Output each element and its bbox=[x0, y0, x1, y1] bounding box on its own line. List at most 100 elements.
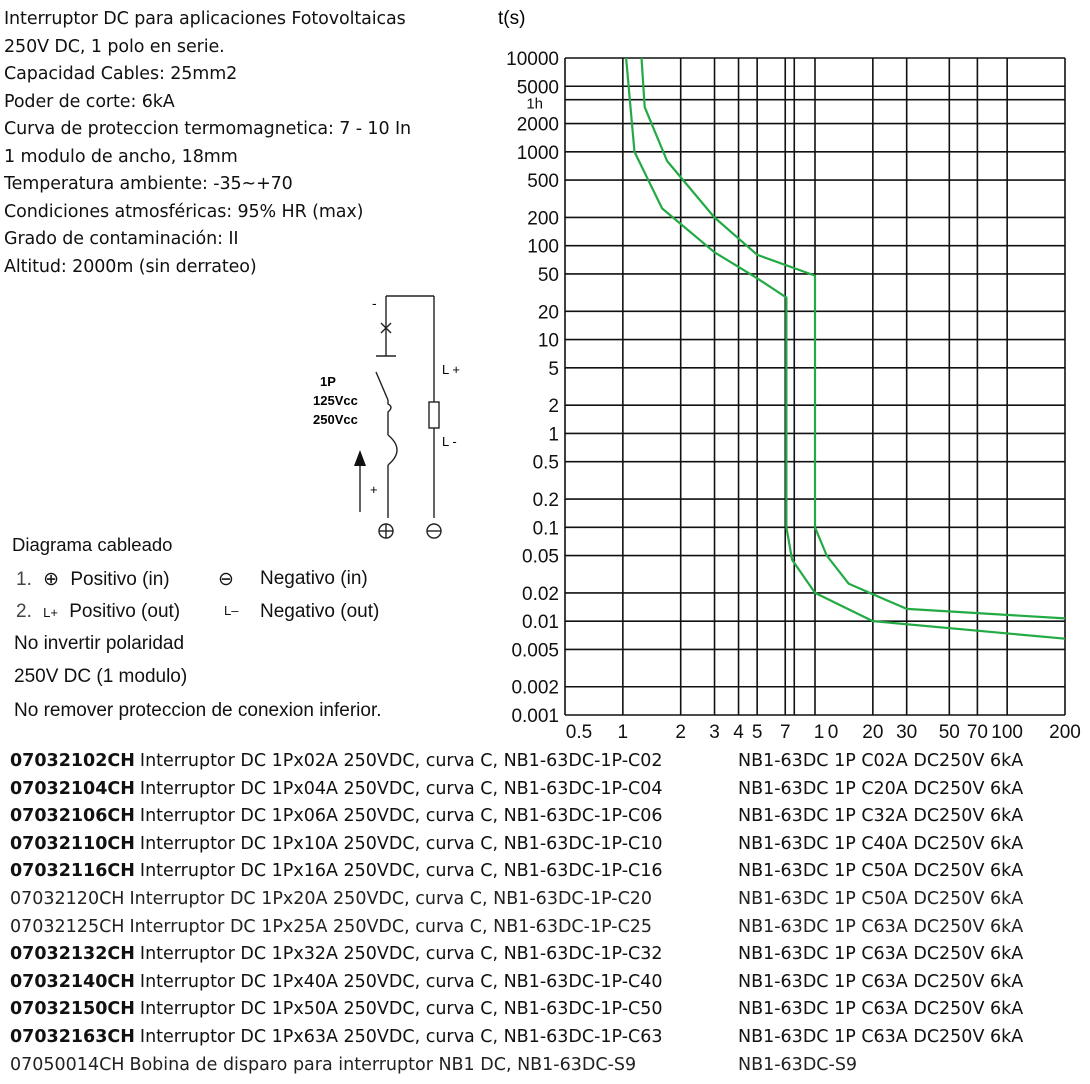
y-tick-label: 1000 bbox=[517, 143, 559, 164]
product-model: NB1-63DC-S9 bbox=[738, 1054, 858, 1075]
product-code: 07032140CH bbox=[10, 971, 135, 992]
product-code: 07032104CH bbox=[10, 778, 135, 799]
product-code: 07050014CH bbox=[10, 1054, 125, 1075]
y-tick-label: 0.001 bbox=[511, 706, 559, 727]
table-row: 07032120CH Interruptor DC 1Px20A 250VDC, … bbox=[10, 886, 1023, 914]
y-tick-label: 2000 bbox=[517, 115, 559, 136]
legend-number: 1. bbox=[16, 569, 32, 590]
x-tick-label: 4 bbox=[733, 722, 744, 743]
product-model: NB1-63DC 1P C50A DC250V 6kA bbox=[738, 888, 1024, 909]
product-model: NB1-63DC 1P C63A DC250V 6kA bbox=[738, 971, 1024, 992]
y-tick-label: 0.05 bbox=[522, 547, 559, 568]
x-axis-ticks: 0.5 1 2 3 4 5 7 1 0 20 30 50 70 100 200 bbox=[566, 722, 1081, 743]
x-tick-label: 100 bbox=[991, 722, 1023, 743]
x-tick-label: 3 bbox=[709, 722, 720, 743]
wiring-legend: Diagrama cableado 1. ⊕ Positivo (in) ⊖ N… bbox=[12, 534, 482, 734]
product-description: Interruptor DC 1Px32A 250VDC, curva C, N… bbox=[139, 944, 663, 965]
product-description: Interruptor DC 1Px20A 250VDC, curva C, N… bbox=[129, 888, 653, 909]
product-code: 07032106CH bbox=[10, 806, 135, 827]
product-code: 07032125CH bbox=[10, 916, 125, 937]
product-model: NB1-63DC 1P C63A DC250V 6kA bbox=[738, 999, 1024, 1020]
legend-title: Diagrama cableado bbox=[12, 534, 173, 555]
product-description: Interruptor DC 1Px50A 250VDC, curva C, N… bbox=[139, 999, 663, 1020]
spec-line: Poder de corte: 6kA bbox=[4, 91, 175, 112]
y-tick-label: 0.01 bbox=[522, 612, 559, 633]
table-row: 07032140CH Interruptor DC 1Px40A 250VDC, … bbox=[10, 969, 1023, 997]
product-description: Interruptor DC 1Px63A 250VDC, curva C, N… bbox=[139, 1026, 663, 1047]
x-tick-label: 0.5 bbox=[566, 722, 592, 743]
table-row: 07032116CH Interruptor DC 1Px16A 250VDC, … bbox=[10, 858, 1023, 886]
negative-out-icon: L– bbox=[224, 603, 239, 618]
product-description: Interruptor DC 1Px10A 250VDC, curva C, N… bbox=[139, 833, 663, 854]
spec-line: Curva de proteccion termomagnetica: 7 - … bbox=[4, 119, 411, 139]
table-row: 07032104CH Interruptor DC 1Px04A 250VDC, … bbox=[10, 776, 1023, 804]
current-arrow-icon bbox=[354, 450, 366, 466]
x-tick-label: 0 bbox=[828, 722, 839, 743]
legend-row-1: 1. ⊕ Positivo (in) ⊖ Negativo (in) bbox=[16, 568, 368, 591]
trip-curve-line bbox=[625, 57, 1066, 640]
legend-note: No invertir polaridad bbox=[14, 633, 185, 654]
product-code: 07032120CH bbox=[10, 888, 125, 909]
y-tick-label: 2 bbox=[548, 396, 559, 417]
table-row: 07032125CH Interruptor DC 1Px25A 250VDC, … bbox=[10, 914, 1023, 942]
voltage-label-1: 125Vcc bbox=[313, 393, 358, 408]
spec-line: Temperatura ambiente: -35~+70 bbox=[4, 174, 293, 194]
voltage-label-2: 250Vcc bbox=[313, 412, 358, 427]
product-description: Interruptor DC 1Px40A 250VDC, curva C, N… bbox=[139, 971, 663, 992]
y-tick-label: 0.002 bbox=[511, 678, 559, 699]
x-tick-label: 7 bbox=[780, 722, 791, 743]
product-description: Interruptor DC 1Px04A 250VDC, curva C, N… bbox=[139, 778, 663, 799]
product-description: Interruptor DC 1Px06A 250VDC, curva C, N… bbox=[139, 806, 663, 827]
minus-top-label: - bbox=[372, 295, 377, 311]
spec-line: 1 modulo de ancho, 18mm bbox=[4, 146, 238, 167]
y-tick-label: 100 bbox=[527, 237, 559, 258]
x-tick-label: 30 bbox=[896, 722, 917, 743]
spec-line: 250V DC, 1 polo en serie. bbox=[4, 36, 225, 57]
trip-curve-chart: 1000050001h200010005002001005020105210.5… bbox=[498, 8, 1081, 743]
positive-out-icon: L+ bbox=[43, 605, 58, 620]
x-tick-label: 2 bbox=[675, 722, 686, 743]
spec-line: Interruptor DC para aplicaciones Fotovol… bbox=[4, 9, 406, 29]
table-row: 07032132CH Interruptor DC 1Px32A 250VDC, … bbox=[10, 941, 1023, 969]
x-tick-label: 200 bbox=[1049, 722, 1081, 743]
product-description: Interruptor DC 1Px16A 250VDC, curva C, N… bbox=[139, 861, 663, 882]
chart-series bbox=[625, 57, 1066, 640]
load-plus-label: L + bbox=[442, 362, 460, 377]
legend-note: No remover proteccion de conexion inferi… bbox=[14, 700, 382, 721]
product-description: Interruptor DC 1Px02A 250VDC, curva C, N… bbox=[139, 751, 663, 771]
y-tick-label: 10000 bbox=[506, 49, 559, 70]
product-code: 07032132CH bbox=[10, 944, 135, 965]
positive-in-icon: ⊕ bbox=[43, 569, 60, 590]
trip-curve-line bbox=[640, 57, 1066, 620]
y-tick-label: 500 bbox=[527, 171, 559, 192]
legend-text: Negativo (out) bbox=[260, 601, 380, 622]
spec-line: Grado de contaminación: II bbox=[4, 229, 239, 249]
legend-row-2: 2. L+ Positivo (out) L– Negativo (out) bbox=[16, 601, 436, 623]
y-tick-label: 0.1 bbox=[533, 518, 559, 539]
plus-label: + bbox=[370, 482, 378, 497]
product-code: 07032150CH bbox=[10, 999, 135, 1020]
product-model: NB1-63DC 1P C63A DC250V 6kA bbox=[738, 944, 1024, 965]
spec-line: Capacidad Cables: 25mm2 bbox=[4, 64, 238, 84]
product-model: NB1-63DC 1P C32A DC250V 6kA bbox=[738, 806, 1024, 827]
y-tick-label: 200 bbox=[527, 208, 559, 229]
y-tick-label: 0.005 bbox=[511, 640, 559, 661]
table-row: 07032150CH Interruptor DC 1Px50A 250VDC, … bbox=[10, 996, 1023, 1024]
y-tick-label: 0.5 bbox=[533, 453, 559, 474]
y-tick-label: 0.2 bbox=[533, 490, 559, 511]
y-axis-label: t(s) bbox=[498, 8, 525, 29]
wiring-diagram: - + 1P 125Vcc 250Vcc L + L - bbox=[313, 295, 460, 539]
legend-number: 2. bbox=[16, 601, 32, 622]
product-model: NB1-63DC 1P C40A DC250V 6kA bbox=[738, 833, 1024, 854]
table-row: 07032110CH Interruptor DC 1Px10A 250VDC, … bbox=[10, 831, 1023, 859]
product-code: 07032163CH bbox=[10, 1026, 135, 1047]
table-row: 07032102CH Interruptor DC 1Px02A 250VDC, … bbox=[10, 748, 1023, 776]
chart-grid bbox=[564, 57, 1066, 716]
product-model: NB1-63DC 1P C20A DC250V 6kA bbox=[738, 778, 1024, 799]
product-model: NB1-63DC 1P C63A DC250V 6kA bbox=[738, 1026, 1024, 1047]
y-tick-label: 1h bbox=[526, 96, 543, 113]
x-tick-label: 5 bbox=[752, 722, 763, 743]
spec-line: Altitud: 2000m (sin derrateo) bbox=[4, 256, 257, 277]
product-description: Interruptor DC 1Px25A 250VDC, curva C, N… bbox=[129, 916, 653, 937]
specifications-list: Interruptor DC para aplicaciones Fotovol… bbox=[4, 6, 411, 281]
